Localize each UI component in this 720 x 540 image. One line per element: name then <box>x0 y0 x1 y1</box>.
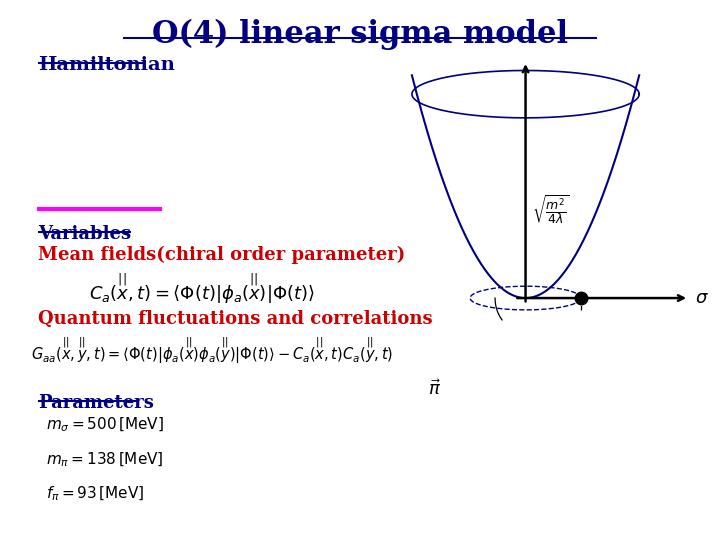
Text: Mean fields(chiral order parameter): Mean fields(chiral order parameter) <box>38 245 406 264</box>
Text: O(4) linear sigma model: O(4) linear sigma model <box>152 19 568 50</box>
Text: $m_\pi = 138\,[\mathrm{MeV}]$: $m_\pi = 138\,[\mathrm{MeV}]$ <box>45 450 163 469</box>
Text: Parameters: Parameters <box>38 394 154 412</box>
Text: Hamiltonian: Hamiltonian <box>38 56 176 74</box>
Text: Quantum fluctuations and correlations: Quantum fluctuations and correlations <box>38 310 433 328</box>
Text: $G_{aa}(\overset{||}{\mathit{x}},\overset{||}{\mathit{y}},t) = \langle\Phi(t)|\p: $G_{aa}(\overset{||}{\mathit{x}},\overse… <box>32 335 394 366</box>
Text: $C_a(\overset{||}{\mathit{x}},t) = \langle\Phi(t)|\phi_a(\overset{||}{\mathit{x}: $C_a(\overset{||}{\mathit{x}},t) = \lang… <box>89 272 315 306</box>
Text: $m_\sigma = 500\,[\mathrm{MeV}]$: $m_\sigma = 500\,[\mathrm{MeV}]$ <box>45 415 163 434</box>
Text: Variables: Variables <box>38 225 132 242</box>
Text: $f_\pi = 93\,[\mathrm{MeV}]$: $f_\pi = 93\,[\mathrm{MeV}]$ <box>45 485 144 503</box>
